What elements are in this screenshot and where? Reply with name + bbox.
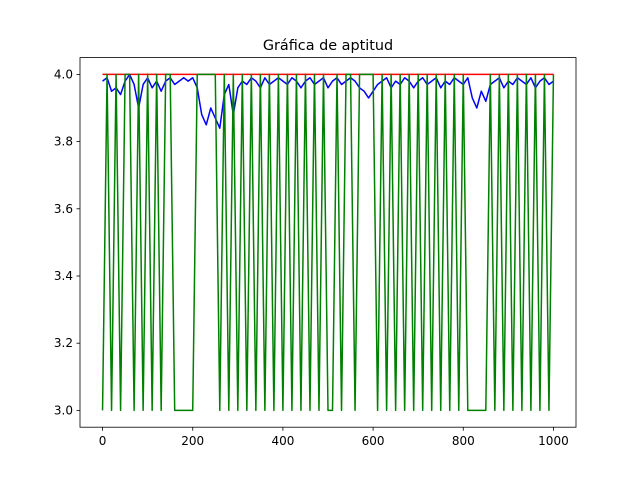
x-tick-label: 400 <box>271 434 294 448</box>
x-tick-label: 600 <box>362 434 385 448</box>
x-tick-label: 0 <box>99 434 107 448</box>
y-tick-label: 3.0 <box>54 403 73 417</box>
y-tick-label: 3.8 <box>54 135 73 149</box>
y-tick-label: 4.0 <box>54 67 73 81</box>
data-line <box>101 73 555 412</box>
x-tick-label: 1000 <box>538 434 569 448</box>
plot-frame <box>79 57 577 428</box>
y-tick-label: 3.2 <box>54 336 73 350</box>
data-line <box>102 73 554 129</box>
x-tick-label: 200 <box>181 434 204 448</box>
x-tick-label: 800 <box>452 434 475 448</box>
chart-title: Gráfica de aptitud <box>263 38 393 54</box>
y-tick-label: 3.6 <box>54 202 73 216</box>
y-tick-label: 3.4 <box>54 269 73 283</box>
